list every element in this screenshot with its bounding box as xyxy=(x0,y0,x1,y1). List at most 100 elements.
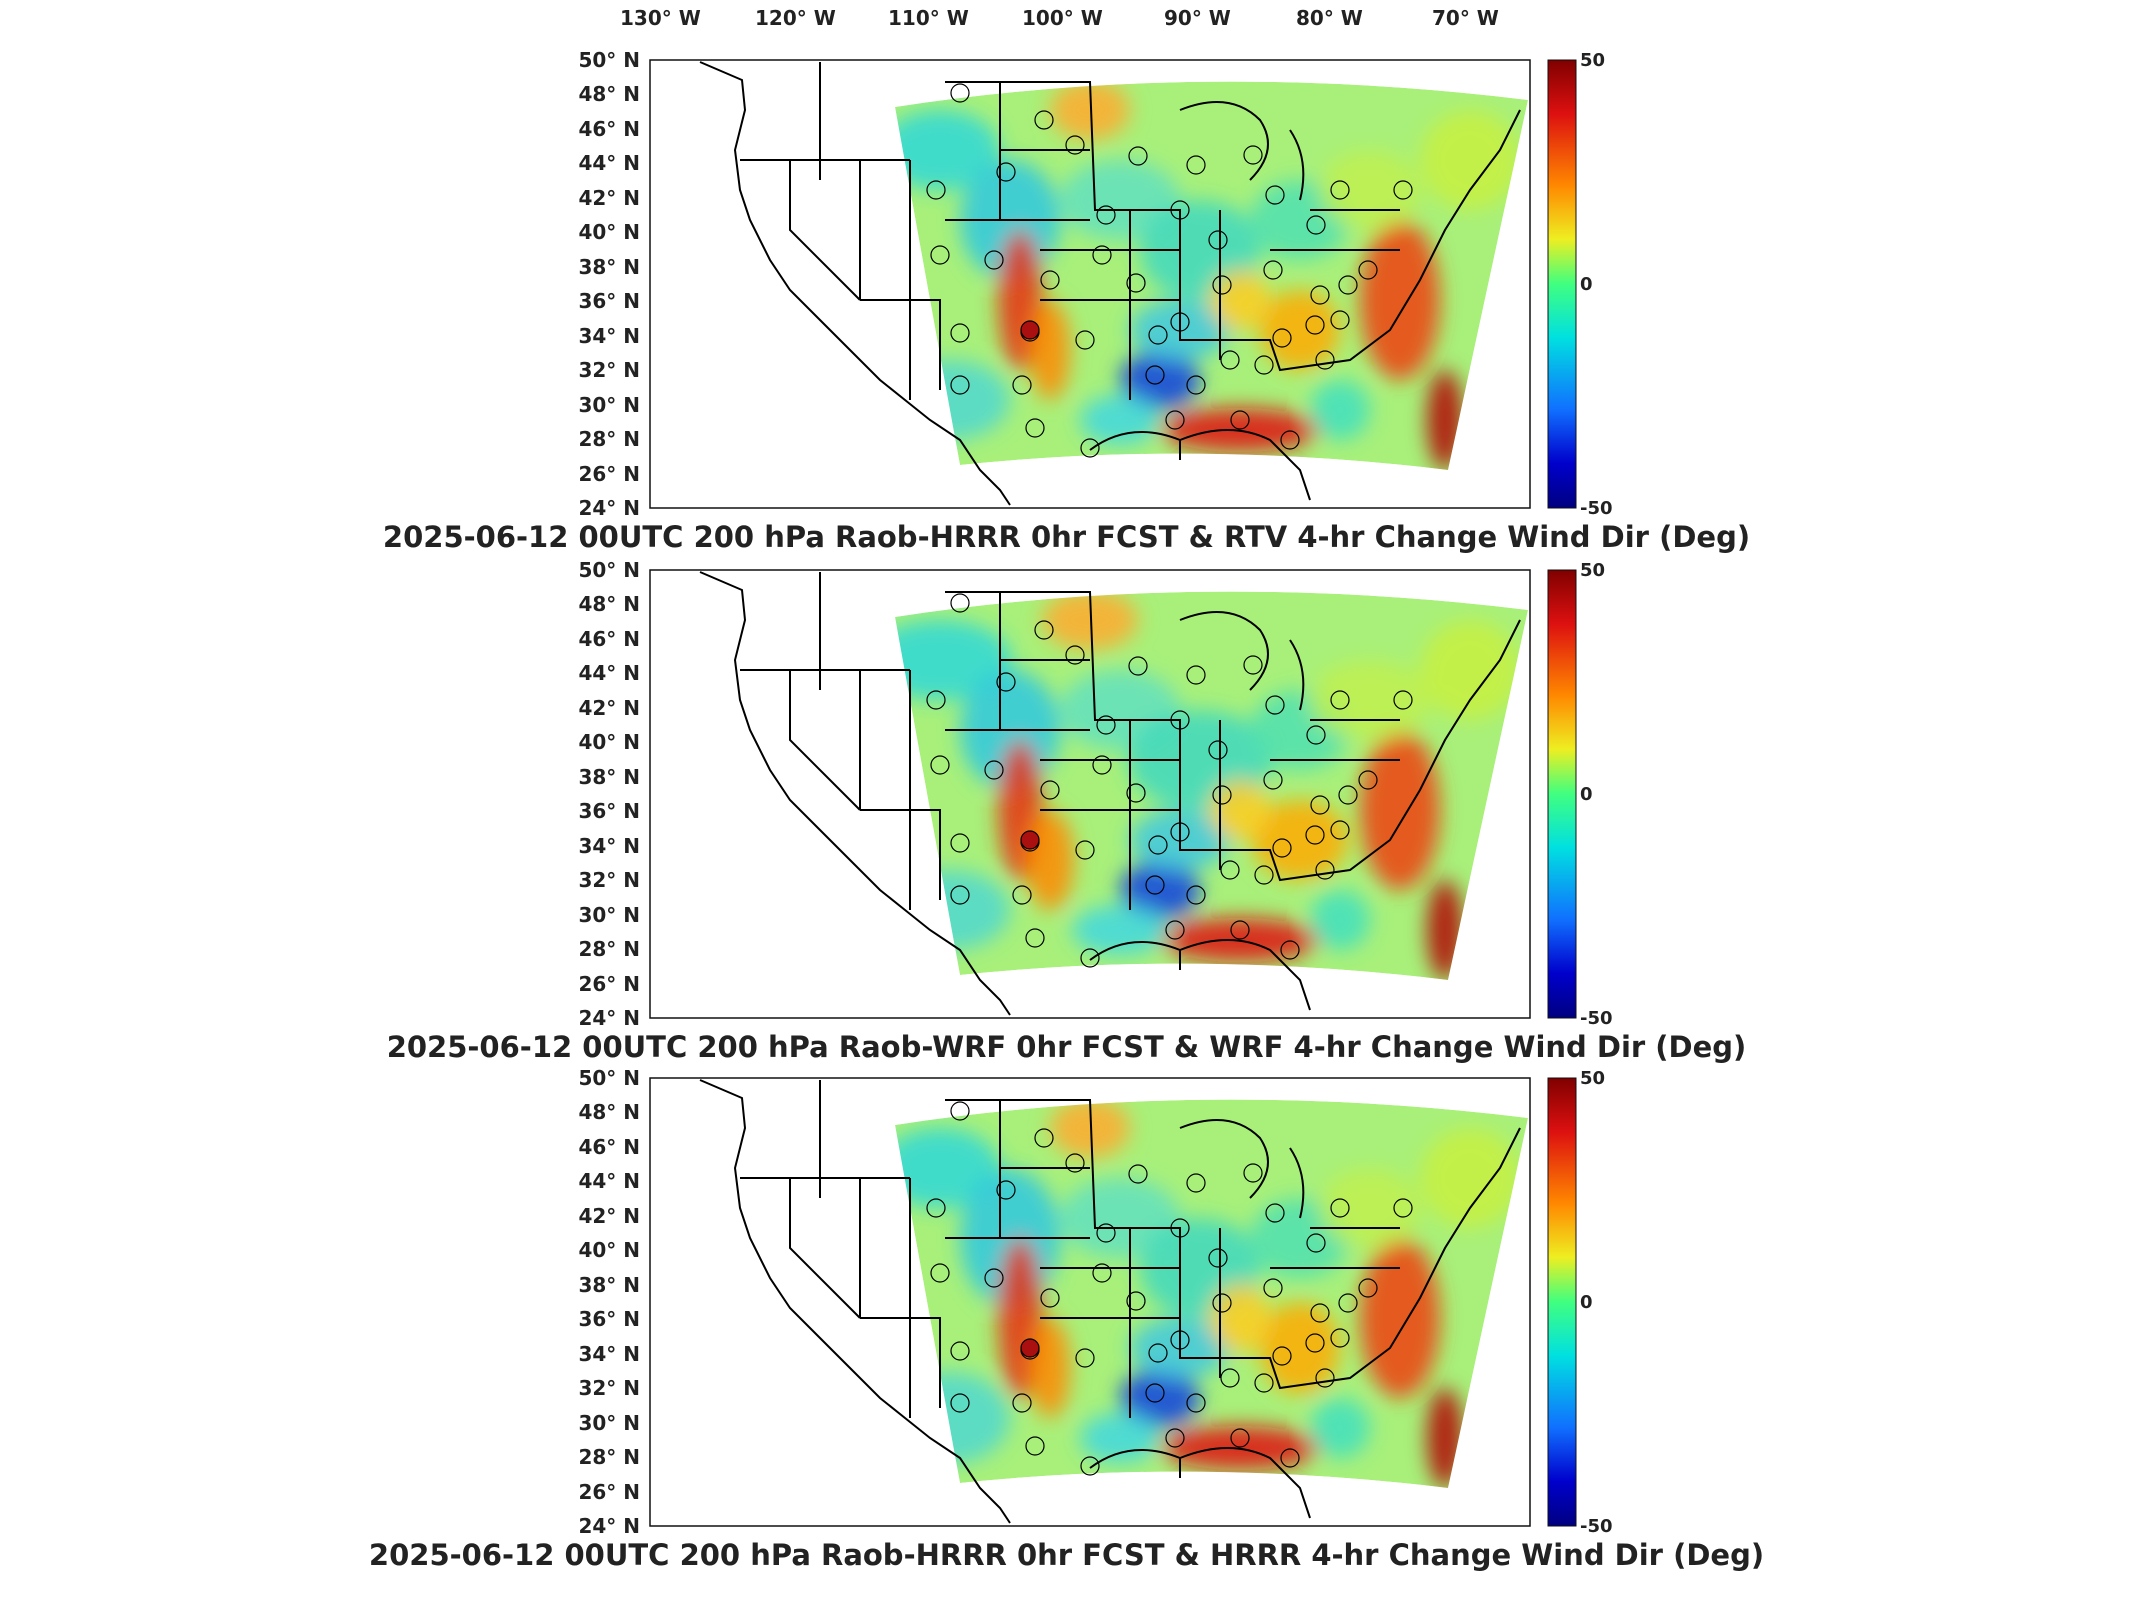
map-svg xyxy=(649,1077,1577,1527)
raob-station-marker-highlight xyxy=(1020,320,1040,340)
raob-station-marker xyxy=(1220,1368,1240,1388)
raob-station-marker xyxy=(1034,620,1054,640)
raob-station-marker xyxy=(1243,655,1263,675)
lon-label-70w: 70° W xyxy=(1432,6,1499,30)
raob-station-marker xyxy=(1096,715,1116,735)
raob-station-marker xyxy=(1330,180,1350,200)
raob-station-marker xyxy=(996,1180,1016,1200)
raob-station-marker xyxy=(1230,920,1250,940)
lat-label: 40° N xyxy=(578,1238,640,1263)
lat-label: 36° N xyxy=(578,289,640,314)
raob-stations xyxy=(926,1101,1413,1476)
wind-direction-field xyxy=(895,1099,1528,1488)
colorbar-mid-label: 0 xyxy=(1580,274,1593,295)
raob-station-marker xyxy=(996,672,1016,692)
lat-label: 44° N xyxy=(578,1169,640,1194)
lon-label-100w: 100° W xyxy=(1022,6,1103,30)
lon-label-130w: 130° W xyxy=(620,6,701,30)
raob-station-marker xyxy=(1128,146,1148,166)
raob-station-marker xyxy=(1330,1328,1350,1348)
raob-station-marker xyxy=(1393,180,1413,200)
raob-station-marker xyxy=(1358,260,1378,280)
raob-station-marker xyxy=(1254,1373,1274,1393)
raob-station-marker xyxy=(1065,135,1085,155)
raob-station-marker xyxy=(1025,1436,1045,1456)
colorbar xyxy=(1547,59,1577,509)
raob-station-marker xyxy=(1208,1248,1228,1268)
lat-label: 50° N xyxy=(578,1066,640,1090)
raob-station-marker xyxy=(1330,1198,1350,1218)
lat-label: 24° N xyxy=(578,1006,640,1030)
lat-label: 34° N xyxy=(578,833,640,858)
raob-station-marker xyxy=(1012,1393,1032,1413)
coastline-and-borders xyxy=(699,61,1521,506)
raob-station-marker xyxy=(1025,928,1045,948)
raob-station-marker xyxy=(1310,1303,1330,1323)
lat-label: 42° N xyxy=(578,185,640,210)
raob-station-marker xyxy=(926,180,946,200)
raob-station-marker xyxy=(1145,365,1165,385)
raob-station-marker xyxy=(1243,1163,1263,1183)
raob-station-marker xyxy=(1170,200,1190,220)
raob-station-marker xyxy=(1126,783,1146,803)
map-svg xyxy=(649,569,1577,1019)
lat-label: 50° N xyxy=(578,558,640,582)
lat-label: 28° N xyxy=(578,937,640,962)
raob-station-marker xyxy=(950,1101,970,1121)
map-svg xyxy=(649,59,1577,509)
raob-station-marker xyxy=(1338,1293,1358,1313)
raob-station-marker xyxy=(1186,665,1206,685)
raob-station-marker xyxy=(930,245,950,265)
lat-label: 48° N xyxy=(578,592,640,617)
raob-station-marker xyxy=(950,83,970,103)
raob-station-marker xyxy=(1148,325,1168,345)
raob-station-marker xyxy=(1265,1203,1285,1223)
lat-label: 26° N xyxy=(578,461,640,486)
raob-station-marker xyxy=(1263,1278,1283,1298)
raob-station-marker xyxy=(1280,940,1300,960)
lat-label: 42° N xyxy=(578,1203,640,1228)
raob-station-marker xyxy=(1305,825,1325,845)
raob-station-marker xyxy=(1338,275,1358,295)
raob-station-marker xyxy=(1306,1233,1326,1253)
raob-station-marker xyxy=(1212,275,1232,295)
lat-label: 42° N xyxy=(578,695,640,720)
raob-station-marker xyxy=(1306,725,1326,745)
lat-label: 30° N xyxy=(578,1410,640,1435)
raob-station-marker xyxy=(1265,695,1285,715)
raob-station-marker xyxy=(950,1393,970,1413)
colorbar-max-label: 50 xyxy=(1580,50,1606,71)
map-panel-2: 50° N 48° N 46° N 44° N 42° N 40° N 38° N 36° N… xyxy=(0,510,2133,1064)
lat-label: 26° N xyxy=(578,971,640,996)
colorbar-min-label: -50 xyxy=(1580,1516,1613,1537)
lat-label: 32° N xyxy=(578,1376,640,1401)
raob-station-marker xyxy=(930,1263,950,1283)
raob-station-marker xyxy=(1075,1348,1095,1368)
raob-station-marker xyxy=(1186,155,1206,175)
lat-label: 48° N xyxy=(578,82,640,107)
lat-label: 46° N xyxy=(578,626,640,651)
raob-station-marker xyxy=(926,1198,946,1218)
lat-label: 44° N xyxy=(578,151,640,176)
raob-station-marker xyxy=(1065,1153,1085,1173)
raob-station-marker xyxy=(1148,1343,1168,1363)
raob-station-marker xyxy=(1393,690,1413,710)
lat-label: 38° N xyxy=(578,764,640,789)
raob-station-marker xyxy=(950,1341,970,1361)
raob-station-marker xyxy=(950,885,970,905)
lon-label-90w: 90° W xyxy=(1164,6,1231,30)
raob-station-marker xyxy=(984,760,1004,780)
raob-station-marker xyxy=(1186,1393,1206,1413)
raob-station-marker xyxy=(1263,260,1283,280)
raob-station-marker xyxy=(1306,215,1326,235)
raob-station-marker xyxy=(1305,315,1325,335)
raob-station-marker xyxy=(1065,645,1085,665)
lat-label: 28° N xyxy=(578,1445,640,1470)
colorbar-min-label: -50 xyxy=(1580,498,1613,519)
raob-station-marker xyxy=(1263,770,1283,790)
raob-station-marker xyxy=(1220,860,1240,880)
raob-station-marker xyxy=(1305,1333,1325,1353)
raob-station-marker xyxy=(1092,755,1112,775)
raob-station-marker xyxy=(1315,1368,1335,1388)
raob-station-marker xyxy=(1170,822,1190,842)
